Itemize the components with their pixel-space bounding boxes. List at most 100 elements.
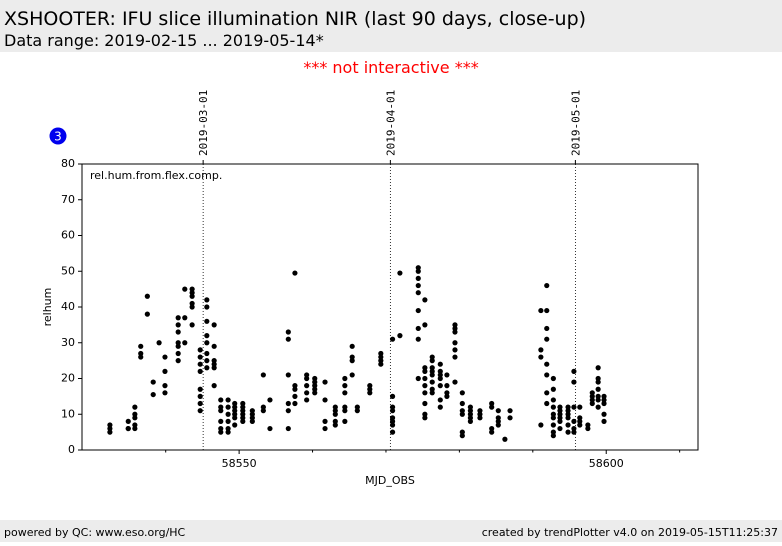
- point: [422, 415, 428, 421]
- point: [452, 354, 458, 360]
- point: [342, 418, 348, 424]
- point: [437, 361, 443, 367]
- page-subtitle: Data range: 2019-02-15 ... 2019-05-14*: [4, 31, 324, 50]
- point: [389, 422, 396, 428]
- point: [292, 400, 298, 407]
- point: [232, 415, 238, 421]
- point: [459, 429, 465, 435]
- point: [422, 368, 428, 374]
- point: [349, 343, 355, 349]
- footer-left: powered by QC: www.eso.org/HC: [4, 526, 186, 539]
- point: [489, 425, 495, 432]
- point: [544, 400, 550, 407]
- point: [211, 343, 217, 349]
- point: [544, 307, 550, 314]
- point: [557, 418, 563, 424]
- point: [437, 404, 443, 410]
- point: [312, 375, 318, 382]
- point: [550, 397, 556, 403]
- x-axis-label: MJD_OBS: [365, 474, 415, 487]
- point: [189, 286, 195, 292]
- point: [489, 429, 495, 435]
- point: [285, 400, 291, 407]
- point: [489, 404, 495, 410]
- point: [107, 425, 113, 432]
- point: [175, 329, 181, 335]
- date-marker-label: 2019-03-01: [197, 90, 210, 156]
- point: [538, 422, 544, 428]
- point: [304, 390, 310, 396]
- date-marker-label: 2019-04-01: [384, 90, 397, 156]
- point: [285, 372, 291, 378]
- point: [204, 350, 210, 357]
- point: [507, 408, 513, 414]
- point: [204, 340, 210, 346]
- point: [459, 390, 465, 396]
- point: [204, 297, 210, 303]
- point: [601, 411, 607, 417]
- point: [175, 343, 181, 349]
- point: [595, 379, 601, 385]
- point: [467, 404, 473, 410]
- point: [444, 390, 450, 396]
- point: [312, 386, 318, 392]
- annotation: rel.hum.from.flex.comp.: [90, 169, 222, 182]
- point: [415, 325, 421, 332]
- point: [378, 350, 384, 357]
- point: [577, 422, 583, 428]
- point: [557, 411, 563, 417]
- page-title: XSHOOTER: IFU slice illumination NIR (la…: [4, 8, 586, 30]
- point: [601, 400, 607, 407]
- point: [429, 358, 435, 364]
- point: [312, 383, 318, 389]
- point: [550, 404, 556, 410]
- point: [415, 282, 421, 289]
- point: [211, 361, 217, 367]
- point: [232, 408, 238, 414]
- point: [267, 397, 273, 403]
- point: [182, 286, 188, 292]
- point: [182, 340, 188, 346]
- point: [125, 418, 131, 424]
- x-tick-label: 58550: [222, 457, 257, 470]
- point: [557, 425, 563, 432]
- point: [415, 375, 421, 382]
- point: [467, 418, 473, 424]
- point: [422, 322, 428, 328]
- point: [144, 293, 150, 299]
- point: [292, 383, 298, 389]
- point: [507, 415, 513, 421]
- y-tick-label: 20: [61, 372, 75, 385]
- badge: 3: [54, 130, 62, 144]
- point: [595, 393, 601, 399]
- point: [378, 354, 384, 360]
- point: [189, 300, 195, 307]
- point: [437, 368, 443, 374]
- point: [232, 400, 238, 407]
- point: [285, 336, 291, 342]
- point: [342, 390, 348, 396]
- point: [467, 415, 473, 421]
- point: [502, 436, 508, 442]
- point: [595, 404, 601, 410]
- point: [322, 418, 328, 424]
- point: [144, 311, 150, 317]
- point: [175, 340, 181, 346]
- point: [292, 270, 298, 276]
- point: [544, 361, 550, 367]
- point: [429, 390, 435, 396]
- point: [285, 329, 291, 335]
- point: [342, 404, 348, 410]
- point: [565, 411, 571, 417]
- point: [249, 415, 255, 421]
- point: [495, 422, 501, 428]
- point: [312, 379, 318, 385]
- point: [557, 408, 563, 414]
- point: [437, 397, 443, 403]
- footer-band: [0, 520, 782, 542]
- point: [415, 336, 421, 342]
- point: [571, 379, 577, 385]
- point: [378, 361, 384, 367]
- point: [211, 358, 217, 364]
